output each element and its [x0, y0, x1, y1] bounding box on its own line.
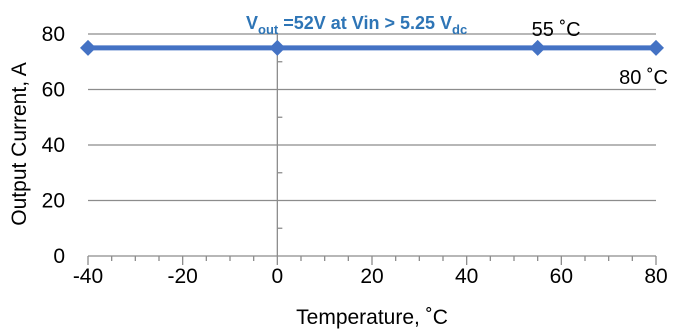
y-tick-label: 20 [42, 190, 65, 213]
axes [87, 34, 657, 265]
x-axis-title: Temperature, ˚C [296, 306, 448, 329]
x-tick-label: -40 [73, 265, 103, 288]
data-point [648, 39, 664, 56]
series-layer [80, 39, 664, 56]
annotation-label: 80 ˚C [619, 67, 668, 89]
subtitle-tail: dc [452, 22, 467, 37]
subtitle-rest: =52V at Vin > 5.25 V [278, 13, 452, 33]
x-tick-label: 20 [360, 265, 383, 288]
data-point [269, 39, 286, 56]
y-tick-label: 60 [42, 79, 65, 102]
subtitle-main: V [246, 13, 258, 33]
subtitle-sub: out [258, 22, 279, 37]
labels: -40 -20 0 20 40 60 80 0 20 40 60 80 55 ˚C 80 ˚C [42, 19, 668, 288]
y-tick-label: 0 [53, 245, 65, 268]
chart-subtitle: Vout =52V at Vin > 5.25 Vdc [246, 13, 467, 37]
y-tick-label: 80 [42, 23, 65, 46]
data-point [80, 39, 96, 56]
x-tick-label: 40 [455, 265, 478, 288]
y-axis-title: Output Current, A [8, 62, 31, 225]
annotation-label: 55 ˚C [532, 19, 581, 41]
x-tick-label: 80 [644, 265, 667, 288]
gridlines [88, 33, 656, 202]
y-tick-label: 40 [42, 134, 65, 157]
x-tick-label: 0 [271, 265, 283, 288]
x-tick-label: -20 [167, 265, 197, 288]
x-tick-label: 60 [550, 265, 573, 288]
data-point [529, 39, 546, 56]
